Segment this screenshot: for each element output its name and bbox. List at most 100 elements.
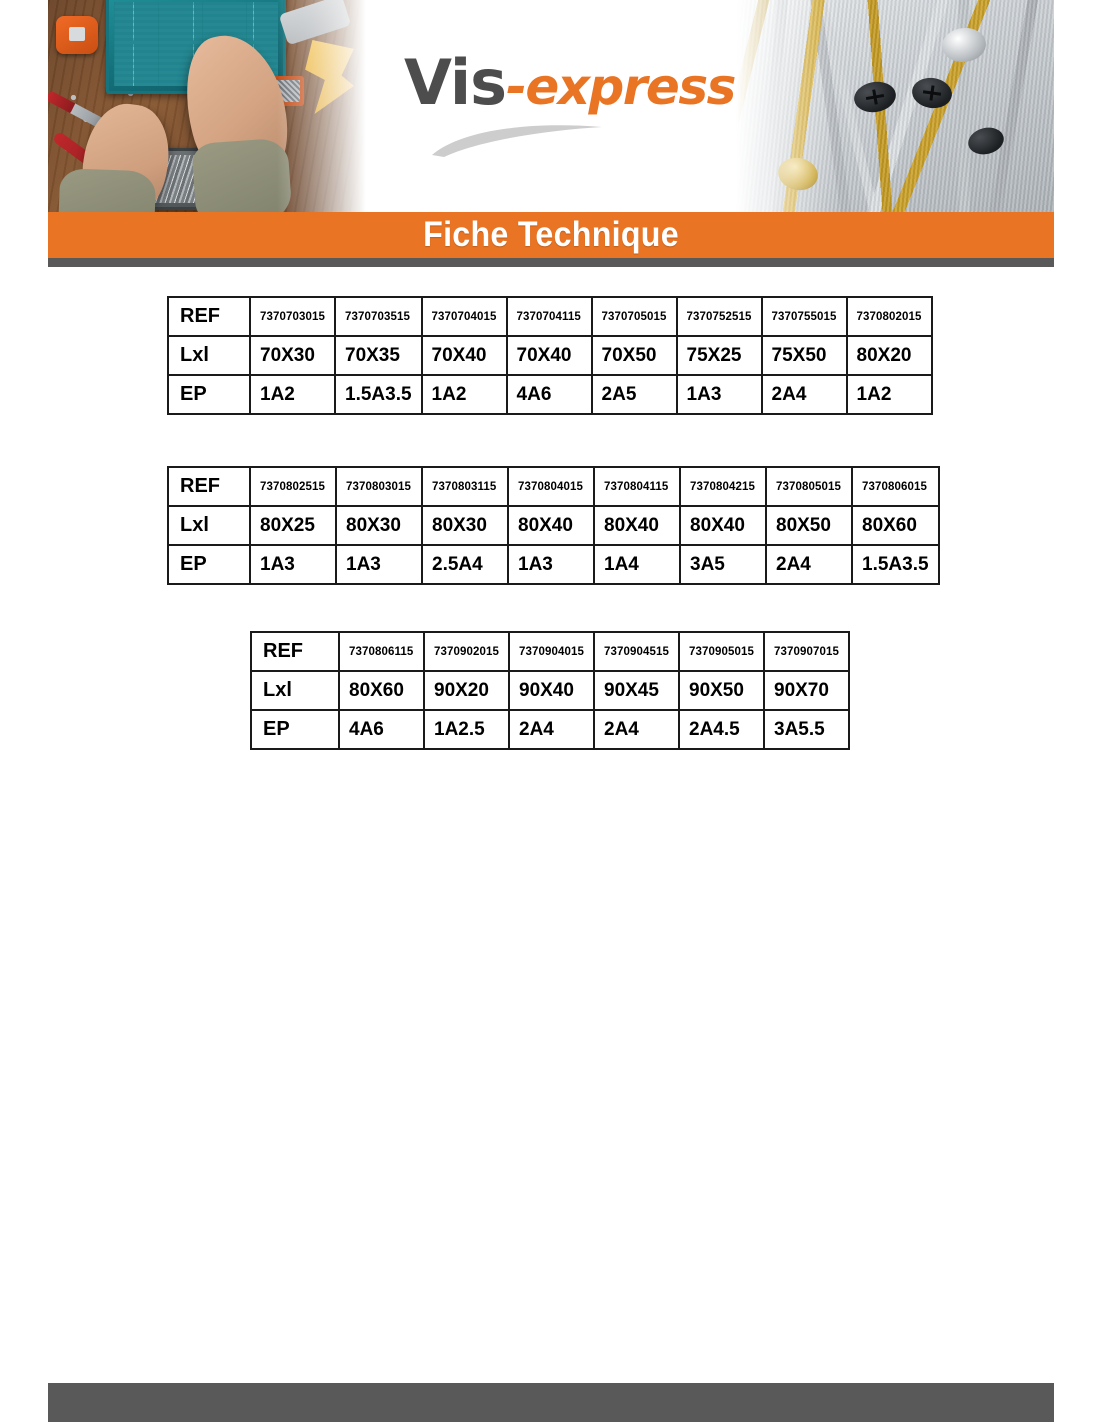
cell-ep: 1A3: [675, 374, 763, 415]
cell-lxl: 80X60: [338, 670, 425, 711]
cell-lxl: 90X40: [508, 670, 595, 711]
row-header-ep: EP: [167, 544, 251, 585]
logo-secondary-text: -express: [506, 58, 736, 116]
cell-lxl: 75X25: [675, 335, 763, 376]
table-row-lxl: Lxl 70X30 70X35 70X40 70X40 70X50 75X25 …: [167, 335, 933, 376]
cell-ref: 7370904015: [508, 631, 595, 672]
row-header-lxl: Lxl: [167, 505, 251, 546]
cell-ref: 7370905015: [678, 631, 765, 672]
table-row-lxl: Lxl 80X25 80X30 80X30 80X40 80X40 80X40 …: [167, 505, 940, 546]
cell-lxl: 80X25: [249, 505, 337, 546]
table-row-ref: REF 7370802515 7370803015 7370803115 737…: [167, 466, 940, 507]
page-title: Fiche Technique: [423, 215, 679, 254]
cell-lxl: 90X50: [678, 670, 765, 711]
cell-ref: 7370804015: [507, 466, 595, 507]
cell-lxl: 80X40: [507, 505, 595, 546]
row-header-ref: REF: [250, 631, 340, 672]
cell-ep: 4A6: [505, 374, 593, 415]
cell-ref: 7370705015: [590, 296, 678, 337]
row-header-lxl: Lxl: [250, 670, 340, 711]
cell-ep: 1A3: [507, 544, 595, 585]
table-row-ref: REF 7370806115 7370902015 7370904015 737…: [250, 631, 850, 672]
cell-ref: 7370703515: [334, 296, 423, 337]
tape-measure: [56, 16, 98, 54]
cell-ref: 7370703015: [249, 296, 336, 337]
cell-ref: 7370907015: [763, 631, 850, 672]
cell-ref: 7370752515: [675, 296, 763, 337]
cell-ep: 1A3: [249, 544, 337, 585]
spec-table-2: REF 7370802515 7370803015 7370803115 737…: [167, 466, 940, 585]
row-header-ep: EP: [250, 709, 340, 750]
cell-ref: 7370803115: [421, 466, 509, 507]
cell-ref: 7370802015: [845, 296, 933, 337]
cell-ref: 7370803015: [335, 466, 423, 507]
cell-lxl: 90X45: [593, 670, 680, 711]
cell-lxl: 70X30: [249, 335, 336, 376]
cell-ep: 1A3: [335, 544, 423, 585]
cell-ref: 7370704115: [505, 296, 593, 337]
row-header-ep: EP: [167, 374, 251, 415]
cell-lxl: 80X20: [845, 335, 933, 376]
workbench-photo: [48, 0, 366, 212]
cell-ref: 7370704015: [420, 296, 508, 337]
cell-lxl: 90X70: [763, 670, 850, 711]
cell-ep: 3A5: [679, 544, 767, 585]
cell-ep: 1A2: [845, 374, 933, 415]
cell-lxl: 80X40: [593, 505, 681, 546]
cell-ep: 3A5.5: [763, 709, 850, 750]
cell-lxl: 75X50: [760, 335, 848, 376]
cell-ref: 7370804215: [679, 466, 767, 507]
cell-ep: 2A4.5: [678, 709, 765, 750]
cell-ref: 7370904515: [593, 631, 680, 672]
cell-lxl: 80X30: [421, 505, 509, 546]
logo-primary-text: Vis: [404, 46, 507, 119]
cell-ep: 2A4: [508, 709, 595, 750]
cell-lxl: 70X40: [420, 335, 508, 376]
table-row-ref: REF 7370703015 7370703515 7370704015 737…: [167, 296, 933, 337]
cell-lxl: 90X20: [423, 670, 510, 711]
table-row-ep: EP 1A3 1A3 2.5A4 1A3 1A4 3A5 2A4 1.5A3.5: [167, 544, 940, 585]
cell-ep: 1.5A3.5: [334, 374, 423, 415]
header-divider-bar: [48, 258, 1054, 267]
cell-ep: 2A5: [590, 374, 678, 415]
table-row-lxl: Lxl 80X60 90X20 90X40 90X45 90X50 90X70: [250, 670, 850, 711]
row-header-lxl: Lxl: [167, 335, 251, 376]
spec-table-3: REF 7370806115 7370902015 7370904015 737…: [250, 631, 850, 750]
cell-ref: 7370805015: [765, 466, 853, 507]
cell-ref: 7370802515: [249, 466, 337, 507]
table-row-ep: EP 1A2 1.5A3.5 1A2 4A6 2A5 1A3 2A4 1A2: [167, 374, 933, 415]
cell-ref: 7370755015: [760, 296, 848, 337]
table-row-ep: EP 4A6 1A2.5 2A4 2A4 2A4.5 3A5.5: [250, 709, 850, 750]
cell-lxl: 80X60: [851, 505, 940, 546]
row-header-ref: REF: [167, 296, 251, 337]
cell-lxl: 80X50: [765, 505, 853, 546]
cell-ep: 2A4: [765, 544, 853, 585]
cell-ref: 7370806015: [851, 466, 940, 507]
cell-ep: 1A2: [249, 374, 336, 415]
fiche-technique-title-bar: Fiche Technique: [48, 212, 1054, 258]
cell-lxl: 70X35: [334, 335, 423, 376]
cell-ep: 1.5A3.5: [851, 544, 940, 585]
cell-lxl: 70X50: [590, 335, 678, 376]
brand-logo: Vis-express: [404, 52, 736, 162]
cell-ref: 7370804115: [593, 466, 681, 507]
cell-lxl: 80X40: [679, 505, 767, 546]
cell-ep: 1A2: [420, 374, 508, 415]
cell-ref: 7370806115: [338, 631, 425, 672]
cell-lxl: 70X40: [505, 335, 593, 376]
cell-ep: 2.5A4: [421, 544, 509, 585]
logo-wordmark: Vis-express: [404, 52, 736, 116]
cell-ep: 2A4: [760, 374, 848, 415]
cell-ep: 1A2.5: [423, 709, 510, 750]
cell-ep: 4A6: [338, 709, 425, 750]
cell-lxl: 80X30: [335, 505, 423, 546]
header-banner: [48, 0, 1054, 212]
spec-table-1: REF 7370703015 7370703515 7370704015 737…: [167, 296, 933, 415]
cell-ep: 1A4: [593, 544, 681, 585]
cell-ep: 2A4: [593, 709, 680, 750]
footer-bar: [48, 1383, 1054, 1422]
screws-photo: [736, 0, 1054, 212]
logo-swoosh-icon: [430, 124, 634, 158]
row-header-ref: REF: [167, 466, 251, 507]
